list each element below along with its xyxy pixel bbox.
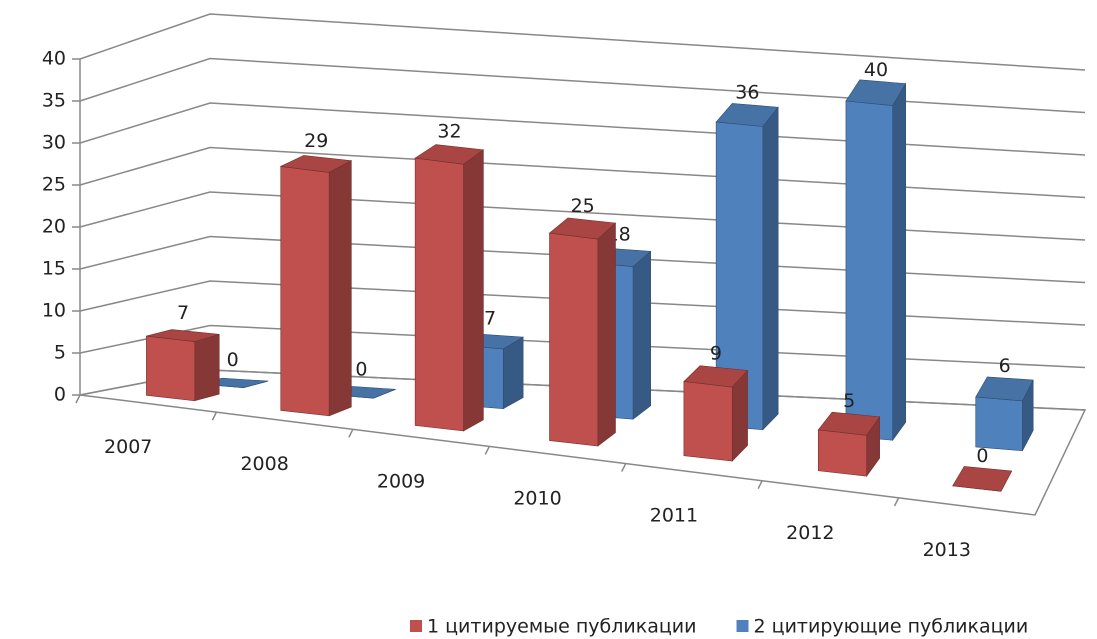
bar-top <box>715 103 779 127</box>
bar-top <box>414 144 485 165</box>
value-label: 36 <box>735 81 759 103</box>
value-label: 9 <box>710 343 722 365</box>
value-label: 6 <box>999 355 1011 377</box>
grid-line <box>79 280 1086 326</box>
y-tick-label: 30 <box>42 132 66 154</box>
value-label: 29 <box>304 130 328 152</box>
grid-line <box>79 102 1086 156</box>
value-label: 5 <box>843 390 855 412</box>
bar <box>952 466 1013 492</box>
value-label: 32 <box>437 121 461 143</box>
y-tick-label: 20 <box>42 216 66 238</box>
y-tick-label: 40 <box>42 48 66 70</box>
value-label: 0 <box>227 349 239 371</box>
bar <box>146 329 220 402</box>
grid-line <box>79 146 1086 199</box>
value-label: 0 <box>976 445 988 467</box>
bar <box>279 155 353 417</box>
bar-front <box>683 381 733 462</box>
x-tick <box>893 497 900 507</box>
x-tick-label: 2007 <box>104 436 152 458</box>
bar <box>715 103 779 431</box>
y-tick-label: 5 <box>54 342 66 364</box>
legend-label: 1 цитируемые публикации <box>427 616 697 638</box>
bar-front <box>975 396 1023 452</box>
bar-top <box>952 466 1013 492</box>
bar-side <box>892 82 906 442</box>
x-tick-label: 2011 <box>650 505 698 527</box>
x-tick-label: 2009 <box>377 470 425 492</box>
bar <box>548 217 617 447</box>
x-tick <box>484 446 490 455</box>
bar-side <box>463 149 484 432</box>
grid-line <box>79 191 1086 241</box>
x-tick <box>348 428 354 438</box>
bar <box>683 365 749 462</box>
bar-top <box>279 155 353 173</box>
value-label: 7 <box>484 308 496 330</box>
bar <box>817 411 881 478</box>
bar <box>414 144 485 432</box>
y-tick-label: 25 <box>42 174 66 196</box>
bar-side <box>762 106 779 431</box>
grid-line <box>79 57 1086 114</box>
y-tick-label: 0 <box>54 384 66 406</box>
x-tick-label: 2013 <box>923 539 971 561</box>
bar <box>975 376 1034 452</box>
bar-side <box>328 160 352 417</box>
bar-top <box>683 365 749 388</box>
bar-side <box>597 222 616 447</box>
value-label: 25 <box>571 195 595 217</box>
value-label: 0 <box>355 359 367 381</box>
bar-top <box>146 329 220 342</box>
x-tick <box>75 394 81 404</box>
value-label: 7 <box>177 302 189 324</box>
x-tick <box>757 480 763 490</box>
bar-side <box>502 336 524 410</box>
legend-swatch <box>736 620 749 632</box>
legend-swatch <box>410 620 422 632</box>
bar-side <box>632 250 651 420</box>
bar-top <box>817 411 881 436</box>
x-tick <box>211 411 218 421</box>
legend-label: 2 цитирующие публикации <box>754 616 1029 638</box>
bar-front <box>549 232 599 447</box>
bar-top <box>548 217 617 240</box>
bar-front <box>280 166 330 417</box>
bar-top <box>975 376 1034 402</box>
bar-front <box>414 157 464 432</box>
bar-front <box>146 335 196 402</box>
bar-top <box>845 79 907 106</box>
y-tick-label: 10 <box>42 300 66 322</box>
y-tick-label: 15 <box>42 258 66 280</box>
bar-side <box>194 333 220 402</box>
x-tick-label: 2012 <box>786 522 834 544</box>
x-tick-label: 2008 <box>240 453 288 475</box>
grid-line <box>79 235 1086 284</box>
bar <box>845 79 907 442</box>
value-label: 40 <box>864 59 888 81</box>
bar-front <box>817 429 867 477</box>
x-tick-label: 2010 <box>513 488 561 510</box>
grid-line <box>79 13 1086 71</box>
x-tick <box>621 463 627 472</box>
grid-line <box>79 324 1086 369</box>
y-tick-label: 35 <box>42 90 66 112</box>
